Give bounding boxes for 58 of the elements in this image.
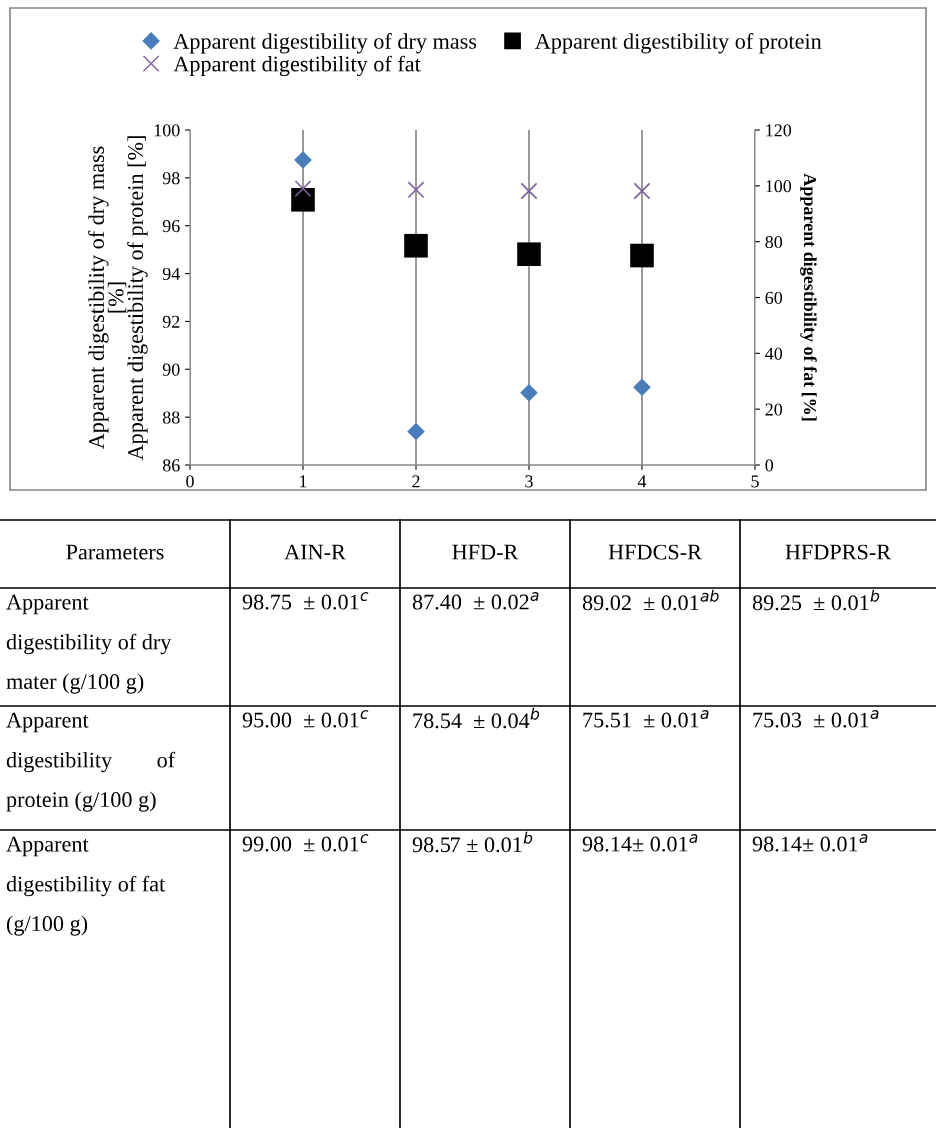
y-tick-label: 100 — [154, 124, 180, 137]
text: 95.00 ± 0.01$^{c}$ — [242, 710, 369, 728]
x-tick-label: 1 — [300, 475, 307, 488]
point — [630, 243, 654, 268]
point — [294, 180, 312, 198]
y-tick-label: 96 — [162, 220, 180, 233]
y-tick-label: 98 — [162, 172, 180, 185]
y-tick-label: 86 — [162, 459, 180, 472]
point — [633, 378, 651, 397]
x-tick-label: 0 — [186, 475, 194, 488]
text: Apparent digestibility of dry mater (g/100 g) — [6, 594, 172, 694]
y-tick-label: 90 — [162, 363, 180, 376]
x-tick-label: 4 — [637, 475, 647, 488]
text: 98.75 ± 0.01$^{c}$ — [242, 592, 369, 610]
point — [407, 422, 425, 441]
legend-label: Apparent digestibility of protein — [534, 33, 822, 54]
text: 98.57 ± 0.01$^{b}$ — [412, 831, 533, 853]
point — [294, 151, 312, 169]
y2-tick-label: 80 — [765, 235, 783, 249]
text: HFDCS-R — [608, 544, 702, 560]
y-axis-title: Apparent digestibility of dry mass [%] Apparent digestibility of protein [%] — [88, 136, 148, 461]
text: HFD-R — [452, 544, 519, 560]
x-tick-label: 3 — [525, 475, 533, 488]
text: 75.51 ± 0.01$^{a}$ — [583, 710, 709, 728]
y-tick-label: 94 — [162, 267, 180, 281]
y-tick-label: 92 — [162, 315, 180, 328]
text: 89.25 ± 0.01$^{b}$ — [752, 589, 880, 611]
x-tick-label: 5 — [751, 475, 759, 488]
text: 78.54 ± 0.04$^{b}$ — [413, 707, 540, 729]
y2-tick-label: 60 — [765, 291, 783, 304]
y2-axis-title: Apparent digestibility of fat [%] — [800, 173, 817, 421]
text: AIN-R — [284, 544, 346, 560]
y2-tick-label: 100 — [766, 180, 792, 193]
legend-label: Apparent digestibility of dry mass — [173, 33, 477, 54]
point — [404, 233, 428, 258]
text: HFDPRS-R — [785, 544, 892, 560]
text: 89.02 ± 0.01$^{ab}$ — [582, 589, 719, 611]
point — [291, 187, 315, 212]
text: Apparent digestibility of protein (g/100 g) — [6, 712, 176, 812]
y2-tick-label: 20 — [765, 403, 783, 416]
text: Parameters — [66, 544, 164, 560]
y2-tick-label: 120 — [766, 124, 792, 137]
text: Apparent digestibility of fat (g/100 g) — [6, 836, 166, 936]
point — [520, 182, 538, 200]
y2-tick-label: 40 — [765, 347, 783, 360]
text: 98.14± 0.01$^{a}$ — [752, 834, 868, 852]
text: 87.40 ± 0.02$^{a}$ — [412, 592, 539, 610]
y2-tick-label: 0 — [765, 459, 774, 472]
y-tick-label: 88 — [162, 411, 180, 424]
point — [633, 182, 651, 200]
legend-label: Apparent digestibility of fat — [173, 55, 421, 77]
point — [407, 181, 425, 199]
x-tick-label: 2 — [412, 475, 420, 488]
text: 99.00 ± 0.01$^{c}$ — [242, 834, 369, 852]
text: 98.14± 0.01$^{a}$ — [582, 834, 698, 852]
text: 75.03 ± 0.01$^{a}$ — [753, 710, 879, 728]
point — [520, 383, 538, 402]
point — [517, 242, 541, 267]
